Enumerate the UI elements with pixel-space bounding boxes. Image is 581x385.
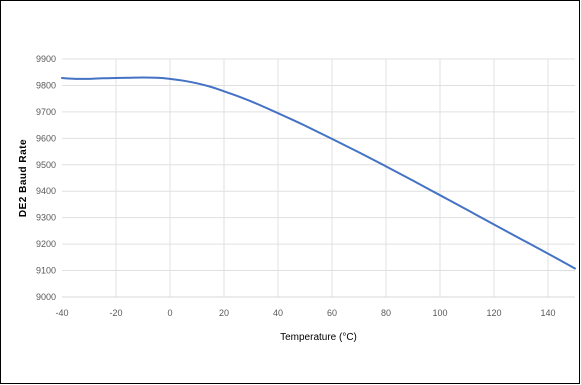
x-tick-label: 60 xyxy=(327,308,337,318)
y-gridlines xyxy=(62,58,575,272)
y-tick-label: 9800 xyxy=(36,80,56,90)
y-tick-label: 9600 xyxy=(36,133,56,143)
x-tick-label: 20 xyxy=(219,308,229,318)
series-group xyxy=(61,76,576,270)
x-tick-labels: -40 -20 0 20 40 60 80 100 120 140 xyxy=(55,308,555,318)
y-tick-label: 9500 xyxy=(36,160,56,170)
y-tick-label: 9700 xyxy=(36,107,56,117)
x-tick-label: 100 xyxy=(432,308,447,318)
y-axis-title: DE2 Baud Rate xyxy=(18,139,29,217)
x-tick-label: -40 xyxy=(55,308,68,318)
y-tick-label: 9100 xyxy=(36,266,56,276)
series-line xyxy=(61,76,576,270)
x-tick-label: 40 xyxy=(273,308,283,318)
y-tick-label: 9200 xyxy=(36,239,56,249)
y-tick-labels: 9000 9100 9200 9300 9400 9500 9600 9700 9800 9900 xyxy=(36,54,56,302)
y-tick-label: 9000 xyxy=(36,292,56,302)
y-tick-label: 9400 xyxy=(36,186,56,196)
x-tick-label: 0 xyxy=(167,308,172,318)
x-axis-title: Temperature (°C) xyxy=(280,332,357,343)
x-gridlines xyxy=(115,59,549,297)
x-tick-label: 120 xyxy=(486,308,501,318)
x-tick-label: 80 xyxy=(381,308,391,318)
y-tick-label: 9300 xyxy=(36,213,56,223)
x-tick-label: -20 xyxy=(109,308,122,318)
y-tick-label: 9900 xyxy=(36,54,56,64)
x-tick-label: 140 xyxy=(540,308,555,318)
